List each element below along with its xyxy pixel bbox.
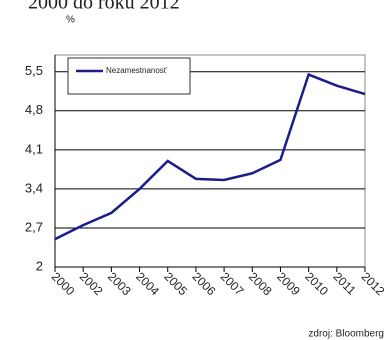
x-tick-label: 2008: [246, 269, 275, 298]
x-tick-label: 2002: [77, 269, 106, 298]
x-tick-label: 2003: [105, 269, 134, 298]
x-tick-label: 2007: [218, 269, 247, 298]
y-tick-label: 4,8: [25, 102, 43, 117]
y-tick-label: 4,1: [25, 141, 43, 156]
series-line: [54, 72, 366, 241]
legend-label: Nezamestnanosť: [106, 66, 168, 75]
x-tick-label: 2006: [190, 269, 219, 298]
legend-box: [67, 57, 191, 95]
y-tick-label: 2: [36, 258, 43, 273]
chart-title: 2000 do roku 2012: [28, 0, 180, 14]
x-tick-label: 2010: [302, 269, 331, 298]
y-tick-label: 5,5: [25, 63, 43, 78]
y-tick-label: 3,4: [25, 180, 43, 195]
x-tick-label: 2000: [49, 269, 78, 298]
x-tick-label: 2004: [133, 269, 162, 298]
y-unit: %: [66, 15, 75, 26]
x-tick-label: 2012: [359, 269, 386, 298]
x-tick-label: 2005: [161, 269, 190, 298]
source: zdroj: Bloomberg: [308, 329, 384, 340]
x-tick-label: 2011: [330, 269, 358, 297]
y-tick-label: 2,7: [25, 219, 43, 234]
x-tick-label: 2009: [274, 269, 303, 298]
